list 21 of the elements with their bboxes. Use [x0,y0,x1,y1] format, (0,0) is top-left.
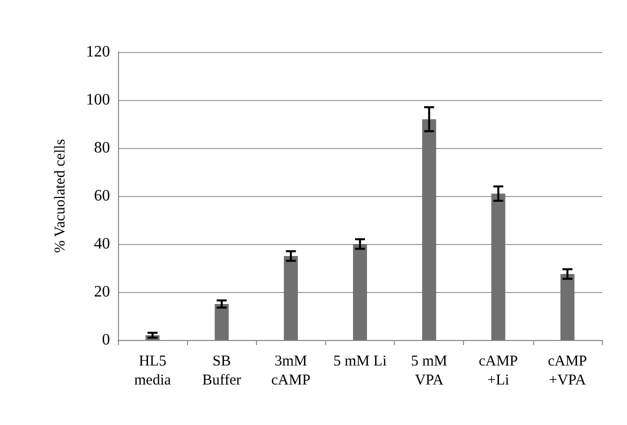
y-tick-label: 40 [94,236,110,252]
bar [491,194,506,340]
x-tick-label: cAMP +Li [478,354,518,388]
bar [353,244,367,340]
x-tick-label: cAMP +VPA [548,354,588,388]
y-tick-label: 80 [94,140,110,156]
x-tick-label: SB Buffer [202,354,242,388]
y-tick-label: 100 [86,92,110,108]
x-tick-label: 5 mM Li [333,354,387,370]
bar [560,274,574,340]
y-tick-label: 60 [94,188,110,204]
bar [422,119,436,340]
y-tick-label: 120 [86,44,110,60]
bar [284,256,298,340]
x-tick-label: HL5 media [134,354,172,388]
y-axis-title: % Vacuolated cells [52,138,68,253]
bar [214,304,229,340]
y-tick-label: 20 [94,284,110,300]
x-tick-label: 5 mM VPA [411,354,448,388]
x-tick-label: 3mM cAMP [271,354,310,388]
y-tick-label: 0 [102,332,110,348]
